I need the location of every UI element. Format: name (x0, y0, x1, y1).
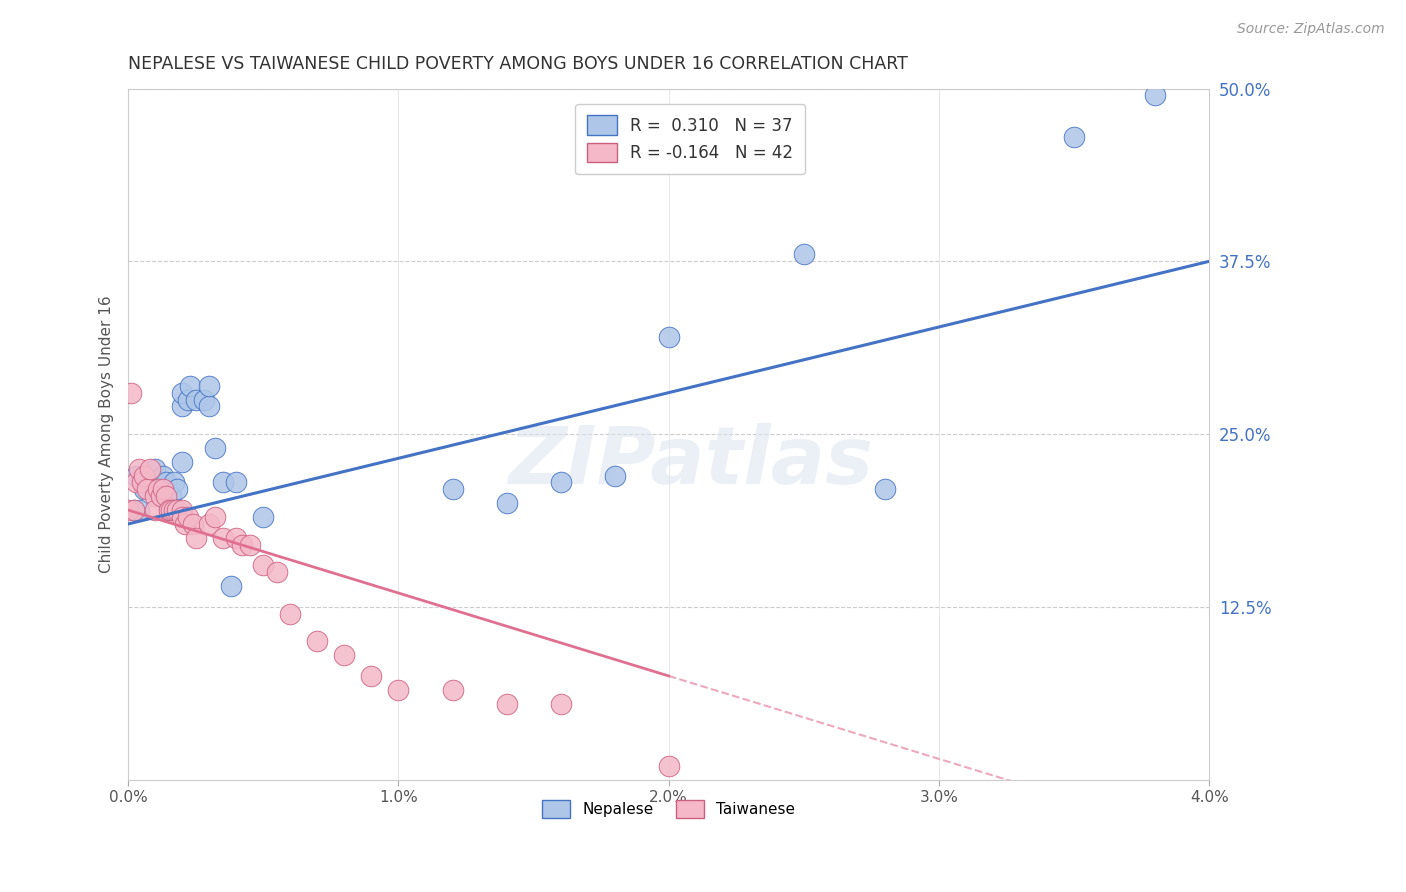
Taiwanese (239, 538, 262, 552)
Taiwanese (131, 475, 153, 490)
Nepalese (198, 400, 221, 414)
Text: Source: ZipAtlas.com: Source: ZipAtlas.com (1237, 22, 1385, 37)
Taiwanese (658, 759, 681, 773)
Taiwanese (136, 483, 159, 497)
Nepalese (225, 475, 247, 490)
Taiwanese (172, 510, 194, 524)
Nepalese (441, 483, 464, 497)
Nepalese (1144, 88, 1167, 103)
Taiwanese (266, 566, 288, 580)
Taiwanese (231, 538, 253, 552)
Taiwanese (163, 503, 186, 517)
Taiwanese (280, 607, 302, 621)
Taiwanese (176, 510, 198, 524)
Nepalese (155, 475, 177, 490)
Taiwanese (166, 503, 188, 517)
Taiwanese (152, 483, 174, 497)
Nepalese (172, 385, 194, 400)
Nepalese (193, 392, 215, 407)
Nepalese (149, 483, 172, 497)
Nepalese (198, 378, 221, 392)
Nepalese (204, 441, 226, 455)
Nepalese (172, 455, 194, 469)
Nepalese (658, 330, 681, 344)
Nepalese (603, 468, 626, 483)
Nepalese (179, 378, 201, 392)
Taiwanese (155, 489, 177, 503)
Taiwanese (122, 503, 145, 517)
Taiwanese (204, 510, 226, 524)
Nepalese (125, 468, 148, 483)
Taiwanese (333, 648, 356, 663)
Taiwanese (211, 531, 233, 545)
Nepalese (1063, 130, 1085, 145)
Nepalese (152, 468, 174, 483)
Taiwanese (184, 531, 207, 545)
Taiwanese (125, 475, 148, 490)
Nepalese (550, 475, 572, 490)
Taiwanese (149, 489, 172, 503)
Nepalese (166, 483, 188, 497)
Text: NEPALESE VS TAIWANESE CHILD POVERTY AMONG BOYS UNDER 16 CORRELATION CHART: NEPALESE VS TAIWANESE CHILD POVERTY AMON… (128, 55, 908, 73)
Nepalese (184, 392, 207, 407)
Nepalese (139, 475, 162, 490)
Taiwanese (146, 483, 169, 497)
Taiwanese (441, 682, 464, 697)
Taiwanese (143, 489, 166, 503)
Nepalese (176, 392, 198, 407)
Y-axis label: Child Poverty Among Boys Under 16: Child Poverty Among Boys Under 16 (100, 295, 114, 573)
Taiwanese (360, 669, 382, 683)
Nepalese (160, 489, 183, 503)
Nepalese (252, 510, 274, 524)
Taiwanese (174, 516, 197, 531)
Nepalese (134, 483, 156, 497)
Nepalese (143, 483, 166, 497)
Text: ZIPatlas: ZIPatlas (508, 423, 873, 500)
Taiwanese (117, 503, 139, 517)
Nepalese (211, 475, 233, 490)
Taiwanese (134, 468, 156, 483)
Taiwanese (198, 516, 221, 531)
Legend: Nepalese, Taiwanese: Nepalese, Taiwanese (536, 794, 801, 824)
Taiwanese (495, 697, 517, 711)
Taiwanese (139, 461, 162, 475)
Taiwanese (143, 503, 166, 517)
Nepalese (143, 461, 166, 475)
Taiwanese (550, 697, 572, 711)
Taiwanese (120, 385, 142, 400)
Taiwanese (181, 516, 204, 531)
Nepalese (163, 475, 186, 490)
Nepalese (873, 483, 896, 497)
Nepalese (122, 503, 145, 517)
Taiwanese (160, 503, 183, 517)
Taiwanese (128, 461, 150, 475)
Nepalese (219, 579, 242, 593)
Taiwanese (225, 531, 247, 545)
Nepalese (495, 496, 517, 510)
Taiwanese (252, 558, 274, 573)
Nepalese (172, 400, 194, 414)
Taiwanese (157, 503, 180, 517)
Taiwanese (307, 634, 329, 648)
Nepalese (793, 247, 815, 261)
Taiwanese (172, 503, 194, 517)
Nepalese (157, 503, 180, 517)
Nepalese (128, 503, 150, 517)
Taiwanese (387, 682, 409, 697)
